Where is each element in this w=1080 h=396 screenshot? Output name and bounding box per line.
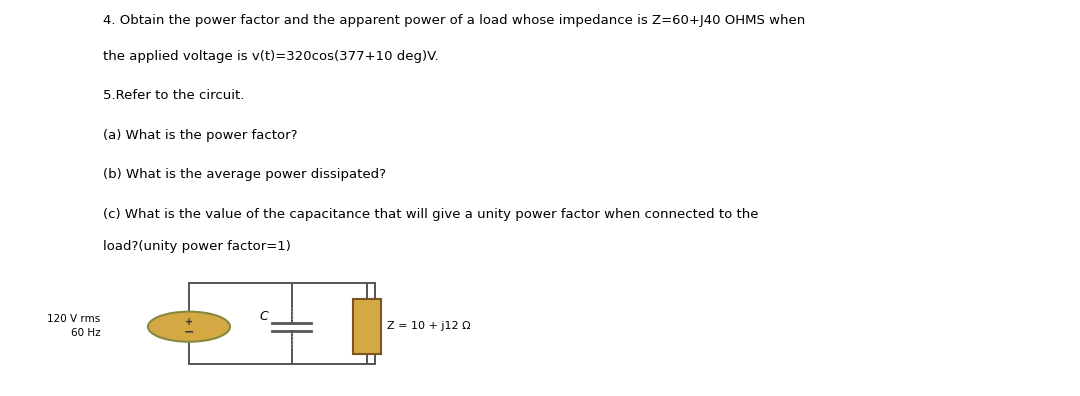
Circle shape bbox=[148, 312, 230, 342]
Text: the applied voltage is v(t)=320cos(377+10 deg)V.: the applied voltage is v(t)=320cos(377+1… bbox=[103, 50, 438, 63]
Text: (a) What is the power factor?: (a) What is the power factor? bbox=[103, 129, 297, 142]
Bar bbox=[353, 299, 381, 354]
Text: 5.Refer to the circuit.: 5.Refer to the circuit. bbox=[103, 89, 244, 102]
Text: 4. Obtain the power factor and the apparent power of a load whose impedance is Z: 4. Obtain the power factor and the appar… bbox=[103, 14, 805, 27]
Text: (b) What is the average power dissipated?: (b) What is the average power dissipated… bbox=[103, 168, 386, 181]
Text: Z = 10 + j12 Ω: Z = 10 + j12 Ω bbox=[387, 320, 470, 331]
Text: (c) What is the value of the capacitance that will give a unity power factor whe: (c) What is the value of the capacitance… bbox=[103, 208, 758, 221]
Text: load?(unity power factor=1): load?(unity power factor=1) bbox=[103, 240, 291, 253]
Text: −: − bbox=[184, 326, 194, 339]
Text: +: + bbox=[185, 317, 193, 327]
Text: 120 V rms: 120 V rms bbox=[48, 314, 100, 324]
Text: C: C bbox=[259, 310, 268, 323]
Text: 60 Hz: 60 Hz bbox=[71, 328, 100, 339]
